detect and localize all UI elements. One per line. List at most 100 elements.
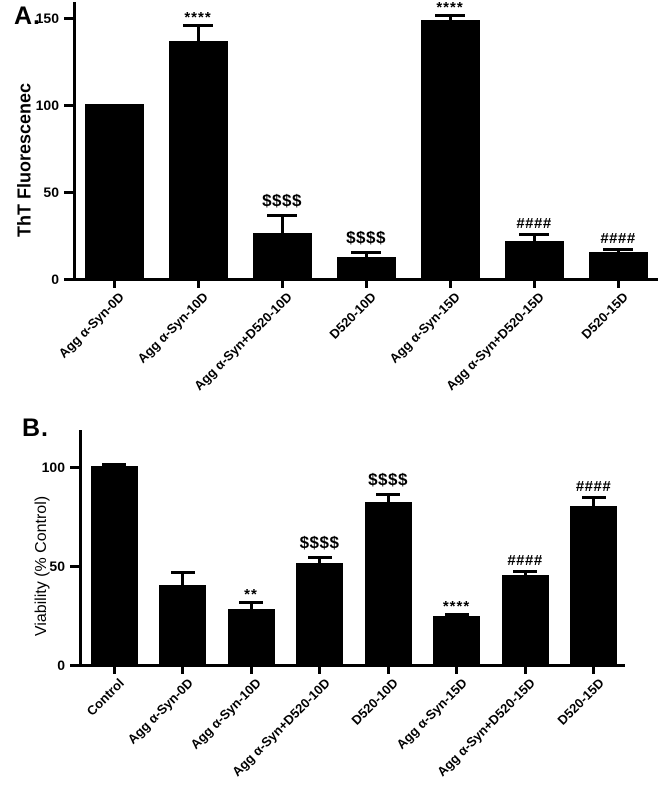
significance-annotation: ####	[575, 477, 612, 495]
bar	[501, 574, 549, 664]
bar	[364, 501, 412, 664]
x-tick-label: D520-10D	[326, 289, 379, 342]
error-bar-cap	[239, 600, 263, 604]
significance-annotation: ####	[600, 230, 636, 248]
error-bar-stem	[249, 600, 253, 614]
error-bar-stem	[448, 13, 452, 26]
error-bar-cap	[170, 570, 195, 574]
y-tick	[64, 278, 73, 281]
x-tick	[592, 667, 595, 674]
bar	[504, 241, 564, 278]
error-bar-stem	[592, 495, 595, 511]
x-tick-label: Agg α-Syn+D520-15D	[443, 289, 547, 394]
error-bar-cap	[603, 248, 633, 252]
x-tick-label: Agg α-Syn-0D	[55, 289, 127, 361]
y-tick-label: 100	[35, 97, 59, 113]
x-axis	[79, 664, 625, 667]
error-bar-stem	[112, 463, 116, 471]
x-tick-label: Agg α-Syn-10D	[187, 675, 264, 752]
error-bar-stem	[280, 213, 284, 238]
error-bar-stem	[196, 23, 200, 47]
error-bar-cap	[519, 232, 549, 236]
bar	[570, 505, 617, 664]
significance-annotation: ****	[436, 0, 464, 16]
y-tick-label: 150	[35, 10, 59, 26]
error-bar-stem	[455, 612, 458, 622]
x-tick	[364, 281, 368, 288]
x-tick	[386, 667, 390, 674]
error-bar-stem	[523, 569, 527, 580]
error-bar-cap	[307, 556, 332, 560]
error-bar-stem	[386, 492, 390, 507]
error-bar-stem	[181, 570, 184, 590]
error-bar-cap	[444, 612, 469, 616]
bar	[433, 616, 480, 664]
y-tick	[70, 664, 79, 667]
x-tick	[532, 281, 536, 288]
error-bar-cap	[376, 492, 400, 496]
error-bar-cap	[581, 495, 606, 499]
y-tick-label: 50	[43, 184, 59, 200]
panel-b-label: B.	[22, 414, 49, 442]
x-tick-label: Agg α-Syn-15D	[386, 289, 463, 366]
bar	[227, 608, 275, 664]
x-axis	[73, 278, 658, 281]
bar	[90, 466, 138, 664]
y-tick	[64, 17, 73, 20]
significance-annotation: ****	[184, 8, 212, 26]
error-bar-cap	[351, 251, 381, 255]
significance-annotation: $$$$	[262, 190, 302, 210]
error-bar-cap	[267, 213, 297, 217]
significance-annotation: ####	[507, 551, 543, 569]
y-tick-label: 100	[41, 459, 65, 475]
significance-annotation: ****	[442, 597, 471, 615]
bar	[420, 20, 480, 278]
error-bar-stem	[616, 248, 620, 257]
x-tick-label: Control	[83, 675, 127, 719]
significance-annotation: $$$$	[346, 228, 386, 248]
bar	[252, 232, 312, 278]
x-tick	[181, 667, 184, 674]
bar	[168, 41, 228, 278]
x-tick	[112, 281, 116, 288]
x-tick	[280, 281, 284, 288]
error-bar-cap	[435, 13, 465, 17]
significance-annotation: **	[244, 585, 258, 603]
bar	[159, 584, 206, 664]
y-tick-label: 0	[57, 657, 65, 673]
error-bar-cap	[513, 569, 537, 573]
x-tick-label: D520-15D	[553, 675, 607, 728]
x-tick-label: Agg α-Syn+D520-10D	[191, 289, 295, 394]
x-tick-label: D520-15D	[578, 289, 631, 342]
x-tick-label: D520-10D	[348, 675, 401, 728]
error-bar-cap	[102, 463, 126, 467]
x-tick-label: Agg α-Syn-0D	[123, 675, 196, 747]
x-tick	[249, 667, 253, 674]
x-tick	[523, 667, 527, 674]
y-tick	[64, 104, 73, 107]
x-tick	[616, 281, 620, 288]
x-tick-label: Agg α-Syn-15D	[392, 675, 470, 752]
significance-annotation: $$$$	[368, 469, 408, 489]
error-bar-stem	[532, 232, 536, 247]
y-tick-label: 50	[49, 558, 65, 574]
x-tick	[196, 281, 200, 288]
error-bar-stem	[318, 556, 321, 568]
error-bar-stem	[364, 251, 368, 263]
y-tick	[70, 565, 79, 568]
panel-a-label: A.	[14, 2, 41, 30]
bar	[296, 563, 343, 664]
y-tick-label: 0	[51, 271, 59, 287]
x-tick-label: Agg α-Syn-10D	[134, 289, 211, 366]
y-tick	[70, 466, 79, 469]
x-tick	[318, 667, 321, 674]
y-axis	[79, 430, 82, 667]
significance-annotation: $$$$	[299, 533, 340, 553]
error-bar-cap	[183, 23, 213, 27]
bar	[84, 104, 144, 278]
x-tick	[112, 667, 116, 674]
bar	[336, 257, 396, 278]
y-axis	[73, 2, 76, 281]
significance-annotation: ####	[516, 214, 552, 232]
